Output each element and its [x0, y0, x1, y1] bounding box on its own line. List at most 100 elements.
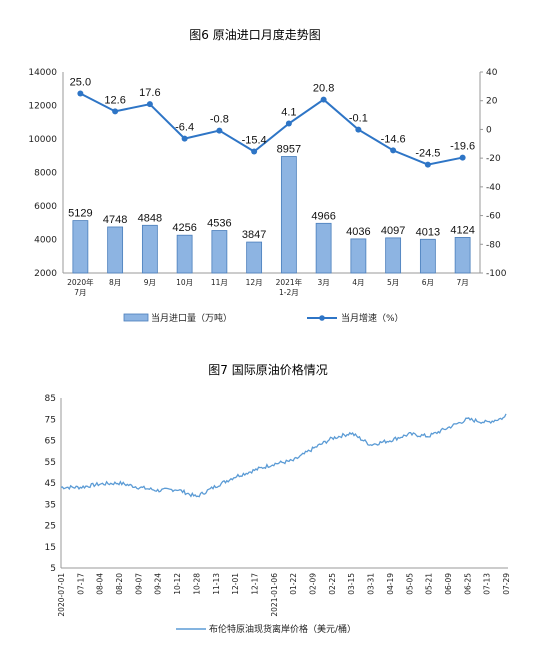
bar [419, 238, 436, 274]
y-tick: 5 [50, 564, 56, 574]
x-tick: 10月 [176, 278, 193, 287]
y-tick-left: 6000 [34, 202, 57, 212]
x-tick: 7月 [456, 278, 468, 287]
chart2-legend: 布伦特原油现货离岸价格（美元/桶） [176, 623, 356, 635]
growth-point [355, 126, 362, 133]
x-tick: 08-04 [96, 573, 105, 595]
bar-label: 8957 [277, 143, 301, 155]
growth-label: -0.8 [210, 114, 229, 126]
y-tick: 45 [45, 479, 56, 489]
y-tick-right: 20 [486, 97, 498, 107]
bar [176, 234, 193, 274]
chart1-line-labels: 25.0 12.6 17.6 -6.4 -0.8 -15.4 4.1 20.8 -0.1 -14.… [70, 77, 476, 160]
y-tick-right: -100 [486, 269, 507, 279]
growth-point [216, 127, 223, 134]
chart1-bar-labels: 5129 4748 4848 4256 4536 3847 8957 4966 4036 4097… [68, 143, 475, 241]
bar-label: 4036 [346, 226, 370, 238]
y-tick: 35 [45, 500, 56, 510]
x-tick: 06-09 [444, 573, 453, 595]
x-tick: 09-07 [134, 573, 143, 595]
chart1-bars [72, 156, 471, 274]
growth-point [424, 161, 431, 168]
bar [141, 224, 158, 274]
y-tick-right: -60 [486, 212, 501, 222]
growth-label: -19.6 [450, 141, 475, 153]
growth-label: -15.4 [242, 135, 267, 147]
growth-point [390, 147, 397, 154]
x-tick: 05-21 [425, 573, 434, 595]
x-tick: 08-20 [115, 573, 124, 595]
y-tick: 55 [45, 458, 56, 468]
growth-label: -6.4 [175, 122, 194, 134]
y-tick-left: 4000 [34, 236, 57, 246]
bar-label: 4848 [138, 212, 162, 224]
x-tick: 07-13 [483, 573, 492, 595]
bar-label: 3847 [242, 229, 266, 241]
x-tick: 9月 [144, 278, 156, 287]
chart1-x-tick-labels: 2020年 7月 8月 9月 10月 11月 12月 2021年 1-2月 3月 4月 5月 6月 7月 [67, 277, 469, 297]
y-tick-left: 8000 [34, 169, 57, 179]
growth-label: 12.6 [104, 94, 125, 106]
bar-label: 4097 [381, 225, 405, 237]
y-tick: 15 [45, 543, 56, 553]
bar [280, 156, 297, 274]
growth-line-path [79, 92, 463, 166]
y-tick: 75 [45, 415, 56, 425]
y-tick-right: 40 [486, 68, 498, 78]
growth-point [459, 154, 466, 161]
chart1-y-tick-labels-left: 2000 4000 6000 8000 10000 12000 14000 [28, 68, 57, 279]
x-tick: 04-19 [386, 573, 395, 595]
growth-point [146, 101, 153, 108]
x-tick: 09-24 [154, 573, 163, 595]
y-tick-left: 10000 [28, 135, 57, 145]
bar [107, 226, 124, 274]
x-tick: 3月 [317, 278, 329, 287]
chart2-y-tick-labels: 5 15 25 35 45 55 65 75 85 [45, 394, 56, 574]
growth-label: -24.5 [415, 148, 440, 160]
bar-label: 4536 [207, 218, 231, 230]
y-tick-right: -20 [486, 154, 501, 164]
chart1-legend: 当月进口量（万吨） 当月增速（%） [123, 312, 404, 324]
chart1-y-tick-labels-right: -100 -80 -60 -40 -20 0 20 40 [480, 68, 507, 279]
chart2-price-line [60, 413, 507, 498]
legend-line-label: 当月增速（%） [341, 312, 404, 324]
growth-point [77, 90, 84, 97]
x-tick: 07-29 [502, 573, 511, 595]
x-tick: 11-13 [212, 573, 221, 595]
growth-label: -14.6 [381, 133, 406, 145]
chart1-title: 图6 原油进口月度走势图 [189, 27, 320, 42]
x-tick: 02-25 [328, 573, 337, 595]
legend-bar-label: 当月进口量（万吨） [151, 312, 232, 324]
x-tick: 03-15 [347, 573, 356, 595]
growth-point [320, 96, 327, 103]
bar [315, 222, 332, 274]
y-tick: 85 [45, 394, 56, 404]
y-tick-right: 0 [486, 125, 492, 135]
x-tick: 12-17 [250, 573, 259, 595]
bar [72, 220, 89, 274]
chart2-x-tick-labels: 2020-07-01 07-17 08-04 08-20 09-07 09-24 10-12… [57, 573, 511, 617]
legend-price-label: 布伦特原油现货离岸价格（美元/桶） [209, 623, 356, 635]
chart-import-volume: 图6 原油进口月度走势图 2000 4000 6000 8000 10000 12000 1… [28, 27, 506, 324]
y-tick-right: -80 [486, 240, 501, 250]
growth-label: 17.6 [139, 87, 160, 99]
chart2-title: 图7 国际原油价格情况 [208, 362, 327, 377]
bar-label: 4966 [311, 210, 335, 222]
y-tick: 25 [45, 522, 56, 532]
growth-label: 25.0 [70, 77, 91, 89]
bar-label: 4256 [172, 222, 196, 234]
growth-point [181, 135, 188, 142]
x-tick: 07-17 [76, 573, 85, 595]
bar-label: 4013 [416, 226, 440, 238]
x-tick: 2020-07-01 [57, 573, 66, 617]
x-tick: 2021-01-06 [270, 573, 279, 617]
growth-point [285, 120, 292, 127]
y-tick-left: 12000 [28, 102, 57, 112]
x-tick: 10-12 [173, 573, 182, 595]
legend-line-marker [319, 315, 325, 321]
bar [350, 238, 367, 274]
bar-label: 4124 [450, 224, 474, 236]
chart1-growth-line [77, 90, 466, 168]
x-tick: 11月 [211, 278, 228, 287]
